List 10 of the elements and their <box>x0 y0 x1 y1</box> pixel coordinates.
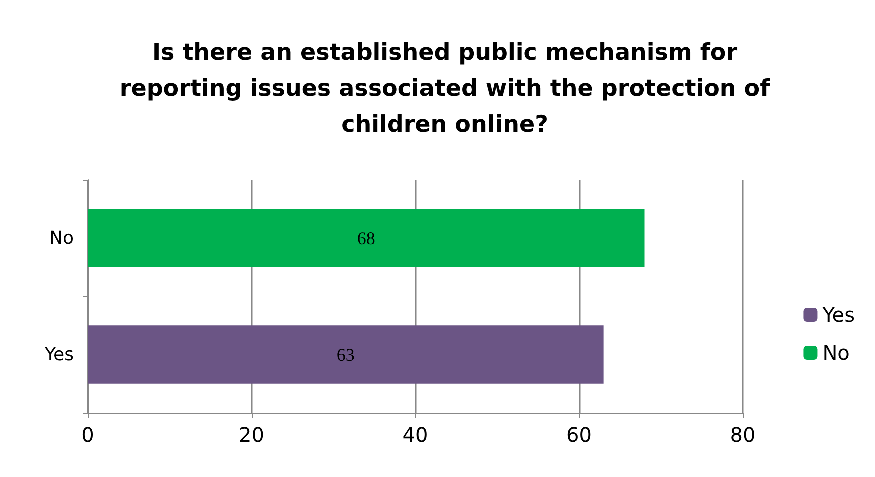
x-tick-label: 40 <box>402 423 428 447</box>
legend-label: Yes <box>822 303 856 327</box>
data-label: 63 <box>336 344 355 365</box>
legend-label: No <box>822 341 850 365</box>
chart-title: Is there an established public mechanism for reporting issues associated with the protection of children online? <box>120 40 772 138</box>
data-label: 68 <box>357 228 376 248</box>
x-tick-label: 0 <box>82 423 94 447</box>
x-tick-label: 20 <box>239 423 264 447</box>
x-tick-label: 60 <box>566 423 592 447</box>
x-tick-label: 80 <box>730 423 756 447</box>
